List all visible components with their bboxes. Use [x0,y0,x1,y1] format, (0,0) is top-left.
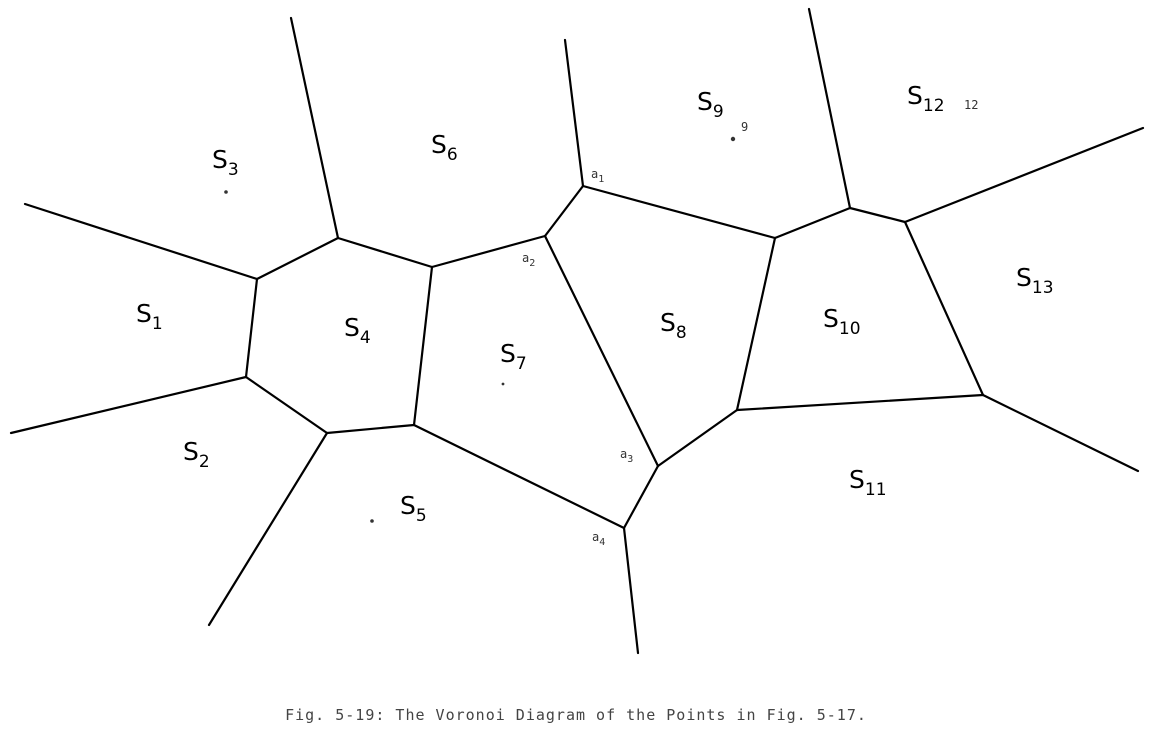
site-labels: S1 S2 S3 S4 S5 S6 S7 S8 S9 S10 S11 S12 S… [136,81,1054,526]
vertex-label-a4: a4 [592,530,605,548]
edge [848,206,907,224]
site-point [501,382,505,386]
edge [622,526,640,655]
site-label-s3: S3 [212,145,239,180]
site-label-s12: S12 [907,81,945,116]
edge [289,16,340,240]
edge [336,236,434,269]
edge [543,234,660,468]
site-label-s4: S4 [344,313,371,348]
edge [9,375,248,435]
vertex-label-a2: a2 [522,251,535,269]
edge [563,38,585,188]
edge [622,464,660,530]
edge [735,236,777,412]
site-label-s7: S7 [500,339,527,374]
site-label-s2: S2 [183,437,210,472]
site-label-s8: S8 [660,308,687,343]
vertex-labels: a1 a2 a3 a4 [522,167,633,548]
edge [773,206,852,240]
edge [735,393,985,412]
point-label-12: 12 [964,98,978,112]
site-label-s1: S1 [136,299,163,334]
site-label-s11: S11 [849,465,887,500]
edge [244,375,329,435]
edge [581,184,777,240]
site-points [224,136,736,523]
figure-caption: Fig. 5-19: The Voronoi Diagram of the Po… [285,706,867,724]
edge [656,408,739,468]
site-point [370,519,374,523]
site-label-s9: S9 [697,87,724,122]
edge [981,393,1140,473]
point-labels: 9 12 [741,98,978,134]
edge [543,184,585,238]
site-label-s13: S13 [1016,263,1054,298]
site-label-s6: S6 [431,130,458,165]
voronoi-edges [9,7,1145,655]
point-label-9: 9 [741,120,748,134]
edge [903,220,985,397]
edge [207,431,329,627]
site-point [224,190,228,194]
edge [23,202,259,281]
site-label-s10: S10 [823,304,861,339]
vertex-label-a3: a3 [620,447,633,465]
edge [430,234,547,269]
edge [412,423,626,530]
edge [255,236,340,281]
edge [412,265,434,427]
vertex-label-a1: a1 [591,167,604,185]
edge [807,7,852,210]
edge [903,126,1145,224]
site-label-s5: S5 [400,491,427,526]
site-point [730,136,736,142]
edge [244,277,259,379]
edge [325,423,416,435]
